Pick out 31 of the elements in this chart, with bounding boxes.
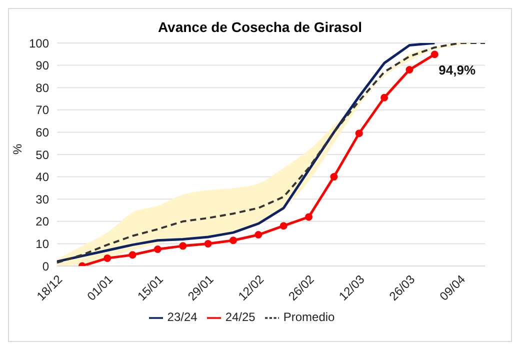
legend-label: Promedio xyxy=(283,310,335,324)
point xyxy=(430,50,438,58)
y-tick-label: 100 xyxy=(28,36,50,50)
y-tick-label: 50 xyxy=(36,148,50,162)
point xyxy=(330,173,338,181)
y-tick-label: 30 xyxy=(36,192,50,206)
point xyxy=(254,231,262,239)
point xyxy=(204,240,212,248)
point xyxy=(305,213,313,221)
chart-title: Avance de Cosecha de Girasol xyxy=(156,19,364,35)
legend-label: 23/24 xyxy=(167,310,198,324)
point xyxy=(154,246,162,254)
point xyxy=(104,254,112,262)
y-tick-label: 80 xyxy=(36,80,50,95)
y-tick-label: 20 xyxy=(36,214,50,229)
y-tick-label: 90 xyxy=(36,58,50,73)
y-tick-label: 0 xyxy=(42,259,50,274)
y-tick-label: 70 xyxy=(36,103,50,118)
y-axis-title: % xyxy=(10,144,24,154)
point xyxy=(406,66,414,74)
data-label: 94,9% xyxy=(438,62,476,78)
point xyxy=(179,242,187,250)
y-tick-label: 10 xyxy=(36,236,50,251)
point xyxy=(229,236,237,244)
y-tick-label: 40 xyxy=(36,170,50,184)
point xyxy=(128,251,136,259)
point xyxy=(380,94,388,102)
point xyxy=(355,130,363,138)
y-tick-label: 60 xyxy=(36,125,50,140)
legend-label: 24/25 xyxy=(225,310,256,324)
point xyxy=(280,222,288,230)
